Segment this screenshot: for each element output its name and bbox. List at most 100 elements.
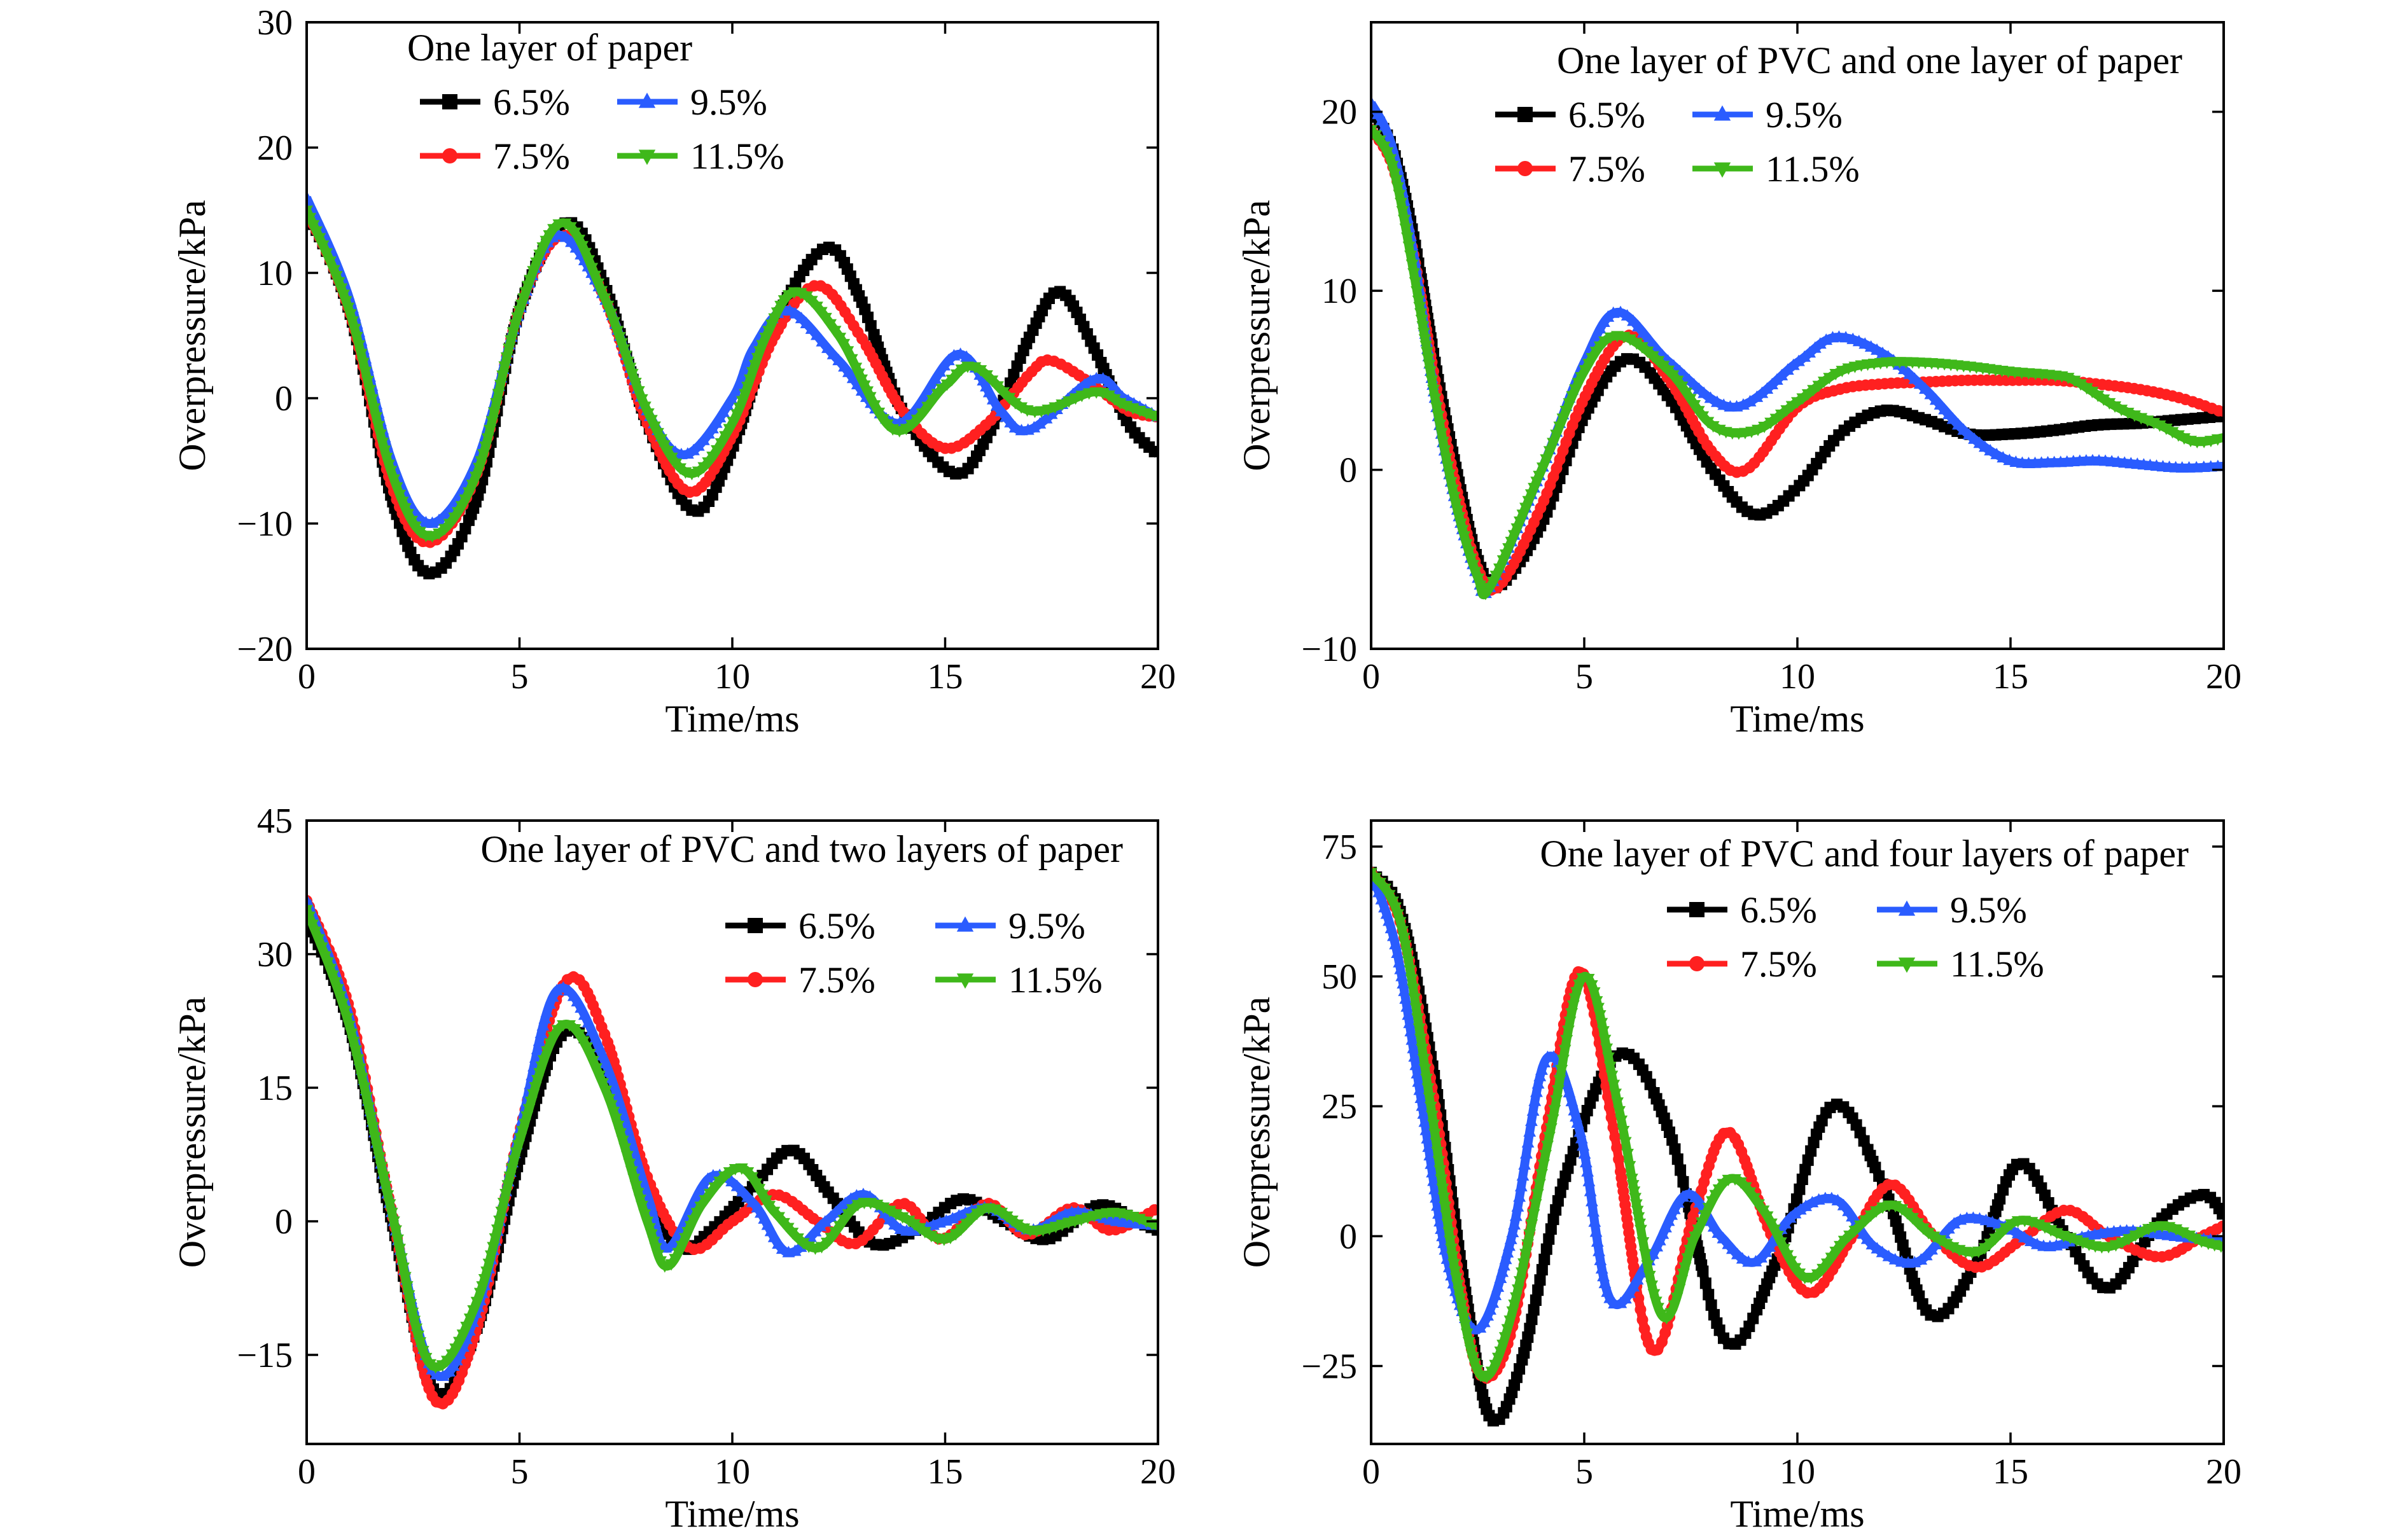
data-point: [1637, 326, 1650, 338]
legend-marker: [1517, 107, 1533, 122]
data-point: [952, 1209, 966, 1221]
data-point: [1633, 1293, 1645, 1305]
data-point: [1456, 1307, 1469, 1319]
data-point: [354, 349, 368, 361]
data-point: [1669, 1143, 1681, 1155]
data-point: [1592, 1002, 1605, 1015]
series-group: [1371, 95, 2224, 600]
x-tick-label: 10: [715, 1452, 750, 1492]
data-point: [916, 408, 929, 420]
data-point: [524, 275, 537, 287]
data-point: [356, 1072, 369, 1085]
data-point: [1523, 1229, 1537, 1241]
data-point: [1422, 1140, 1435, 1152]
data-point: [989, 1204, 1002, 1216]
data-point: [1597, 1270, 1610, 1282]
data-point: [2153, 420, 2166, 433]
x-tick-label: 15: [1993, 657, 2028, 697]
data-point: [410, 1323, 423, 1335]
data-point: [1449, 499, 1463, 511]
data-point: [404, 1299, 417, 1311]
legend-label: 6.5%: [1740, 889, 1817, 931]
data-point: [623, 1158, 636, 1170]
data-point: [2211, 434, 2224, 446]
data-point: [1635, 1266, 1648, 1278]
data-point: [1882, 1249, 1895, 1261]
data-point: [725, 1174, 739, 1186]
data-point: [2135, 1226, 2149, 1238]
legend-marker: [638, 92, 656, 108]
data-point: [1994, 1193, 2006, 1205]
data-point: [1758, 421, 1771, 433]
data-point: [1693, 1196, 1706, 1208]
data-point: [419, 1352, 433, 1364]
data-point: [343, 1020, 356, 1032]
data-point: [1484, 1303, 1497, 1315]
data-point: [1423, 1092, 1436, 1104]
data-point: [414, 527, 427, 539]
data-point: [1671, 375, 1684, 387]
data-point: [546, 990, 559, 1002]
data-point: [1823, 373, 1836, 385]
data-point: [1075, 391, 1089, 403]
series-group: [307, 191, 1158, 579]
y-tick-label: 30: [257, 935, 293, 975]
data-point: [715, 438, 728, 450]
data-point: [1530, 1294, 1542, 1306]
data-point: [1423, 1149, 1437, 1161]
data-point: [645, 415, 658, 427]
data-point: [624, 363, 637, 375]
data-point: [1554, 454, 1566, 466]
data-point: [1629, 1199, 1643, 1211]
data-point: [1446, 1251, 1459, 1263]
data-point: [1472, 573, 1485, 585]
data-point: [1683, 1187, 1696, 1199]
data-point: [1396, 926, 1409, 938]
legend-label: 9.5%: [1008, 905, 1085, 947]
data-point: [730, 1179, 744, 1191]
data-point: [1015, 402, 1028, 414]
data-point: [1453, 512, 1466, 524]
data-point: [745, 1172, 758, 1184]
data-point: [1668, 1202, 1681, 1214]
data-point: [1402, 956, 1415, 968]
series-group: [1371, 865, 2224, 1427]
data-point: [1704, 391, 1717, 403]
data-point: [1848, 1225, 1862, 1237]
data-point: [433, 513, 445, 525]
data-point: [728, 385, 742, 398]
data-point: [2074, 379, 2088, 391]
data-point: [1515, 1267, 1528, 1279]
data-point: [547, 1032, 560, 1044]
data-point: [487, 1242, 500, 1254]
data-point: [372, 420, 385, 433]
legend-label: 7.5%: [798, 959, 875, 1001]
data-point: [1398, 214, 1411, 226]
data-point: [492, 389, 505, 401]
data-point: [1565, 1095, 1579, 1107]
data-point: [569, 241, 583, 253]
panel-title: One layer of PVC and four layers of pape…: [1540, 833, 2189, 875]
data-point: [1671, 1153, 1684, 1165]
x-tick-label: 20: [1140, 657, 1176, 697]
data-point: [1418, 1115, 1432, 1127]
data-point: [1652, 1303, 1664, 1315]
data-point: [2217, 1208, 2224, 1220]
data-point: [636, 1200, 648, 1212]
data-point: [1653, 1233, 1666, 1245]
data-point: [1558, 1044, 1572, 1057]
data-point: [1538, 1253, 1551, 1265]
data-point: [1532, 1284, 1544, 1296]
data-point: [1510, 1292, 1523, 1304]
data-point: [1414, 1091, 1428, 1103]
data-point: [699, 1195, 712, 1207]
data-point: [797, 1238, 810, 1250]
data-point: [1418, 328, 1430, 340]
data-point: [1570, 1110, 1582, 1122]
data-point: [655, 434, 667, 446]
data-point: [1374, 878, 1387, 890]
data-point: [1636, 1314, 1649, 1326]
data-point: [1594, 1253, 1607, 1265]
data-point: [1435, 1174, 1448, 1186]
data-point: [1903, 367, 1916, 379]
